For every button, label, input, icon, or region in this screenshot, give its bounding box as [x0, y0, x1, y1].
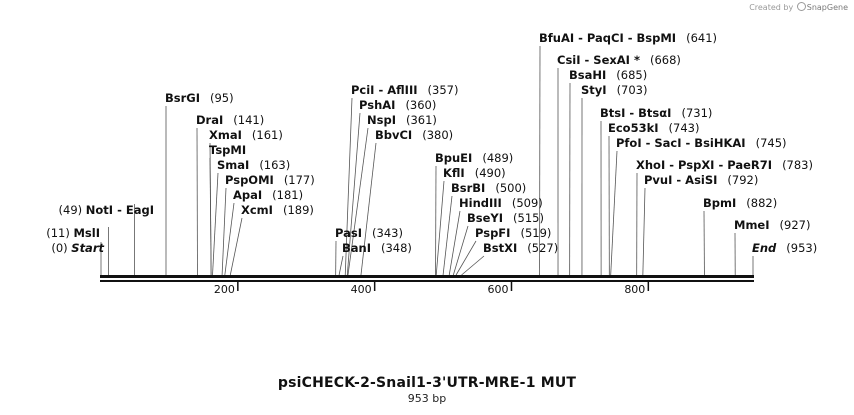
leader-line: [452, 225, 469, 276]
leader-line: [610, 150, 618, 276]
enzyme-label: PciI - AflIII (357): [351, 83, 458, 97]
enzyme-label: BstXI (527): [483, 241, 558, 255]
enzyme-label: (11) MslI: [46, 226, 100, 240]
leader-line: [442, 195, 453, 276]
sequence-backbone-bottom: [100, 280, 754, 282]
leader-line: [346, 112, 361, 276]
enzyme-label: End (953): [752, 241, 817, 255]
leader-line: [642, 187, 646, 276]
enzyme-label: XhoI - PspXI - PaeR7I (783): [636, 158, 813, 172]
enzyme-label: DraI (141): [196, 113, 264, 127]
enzyme-label: StyI (703): [581, 83, 648, 97]
enzyme-label: (0) Start: [51, 241, 104, 255]
enzyme-label: ApaI (181): [233, 188, 303, 202]
ruler-tick-label: 400: [351, 283, 372, 296]
leader-line: [209, 157, 212, 276]
enzyme-label: MmeI (927): [734, 218, 810, 232]
enzyme-label: BpmI (882): [703, 196, 777, 210]
sequence-length: 953 bp: [407, 392, 447, 405]
enzyme-label: BseYI (515): [467, 211, 544, 225]
ruler-tick-label: 600: [487, 283, 508, 296]
leader-line: [360, 142, 377, 276]
ruler-tick-label: 800: [624, 283, 645, 296]
leader-line: [461, 255, 485, 276]
ruler-tick-label: 200: [214, 283, 235, 296]
enzyme-label: PasI (343): [335, 226, 403, 240]
enzyme-label: PspOMI (177): [225, 173, 315, 187]
enzyme-label: PvuI - AsiSI (792): [644, 173, 758, 187]
leader-line: [212, 172, 219, 276]
map-title: psiCHECK-2-Snail1-3'UTR-MRE-1 MUT: [277, 375, 577, 391]
leader-line: [229, 217, 243, 276]
enzyme-label: BsrGI (95): [165, 91, 234, 105]
enzyme-label: BsaHI (685): [569, 68, 647, 82]
enzyme-label: BanI (348): [342, 241, 412, 255]
leader-line: [224, 202, 235, 276]
credit-brand: SnapGene: [806, 3, 848, 12]
enzyme-label: SmaI (163): [217, 158, 290, 172]
enzyme-label: PfoI - SacI - BsiHKAI (745): [616, 136, 787, 150]
leader-line: [221, 187, 227, 276]
enzyme-label: KflI (490): [443, 166, 506, 180]
enzyme-label: (49) NotI - EagI: [59, 203, 154, 217]
leader-line: [455, 240, 477, 276]
enzyme-label: BtsI - BtsαI (731): [600, 106, 712, 120]
leader-lines: [100, 45, 754, 276]
leader-line: [435, 180, 445, 276]
enzyme-label: BsrBI (500): [451, 181, 526, 195]
enzyme-label: BbvCI (380): [375, 128, 453, 142]
credit-prefix: Created by: [749, 3, 794, 12]
sequence-map: (0) Start(11) MslI (49) NotI - EagI BsrGI(…: [46, 31, 817, 296]
leader-line: [344, 97, 353, 276]
enzyme-label: NspI (361): [367, 113, 437, 127]
leader-line: [338, 255, 344, 276]
enzyme-label: PshAI (360): [359, 98, 436, 112]
ruler-ticks: 200 400 600 800: [214, 282, 650, 296]
enzyme-label: HindIII (509): [459, 196, 543, 210]
leader-line: [347, 127, 369, 276]
enzyme-label: BfuAI - PaqCI - BspMI (641): [539, 31, 717, 45]
enzyme-labels: (0) Start(11) MslI (49) NotI - EagI BsrGI(…: [46, 31, 817, 255]
enzyme-label: PspFI (519): [475, 226, 551, 240]
snapgene-logo-icon: [796, 2, 806, 11]
enzyme-label: Eco53kI (743): [608, 121, 699, 135]
enzyme-label: TspMI: [209, 143, 246, 157]
enzyme-label: CsiI - SexAI * (668): [557, 53, 681, 67]
snapgene-credit: Created by SnapGene: [749, 2, 848, 12]
enzyme-label: BpuEI (489): [435, 151, 513, 165]
enzyme-label: XmaI (161): [209, 128, 283, 142]
enzyme-label: XcmI (189): [241, 203, 314, 217]
leader-line: [448, 210, 461, 276]
sequence-backbone-top: [100, 275, 754, 278]
